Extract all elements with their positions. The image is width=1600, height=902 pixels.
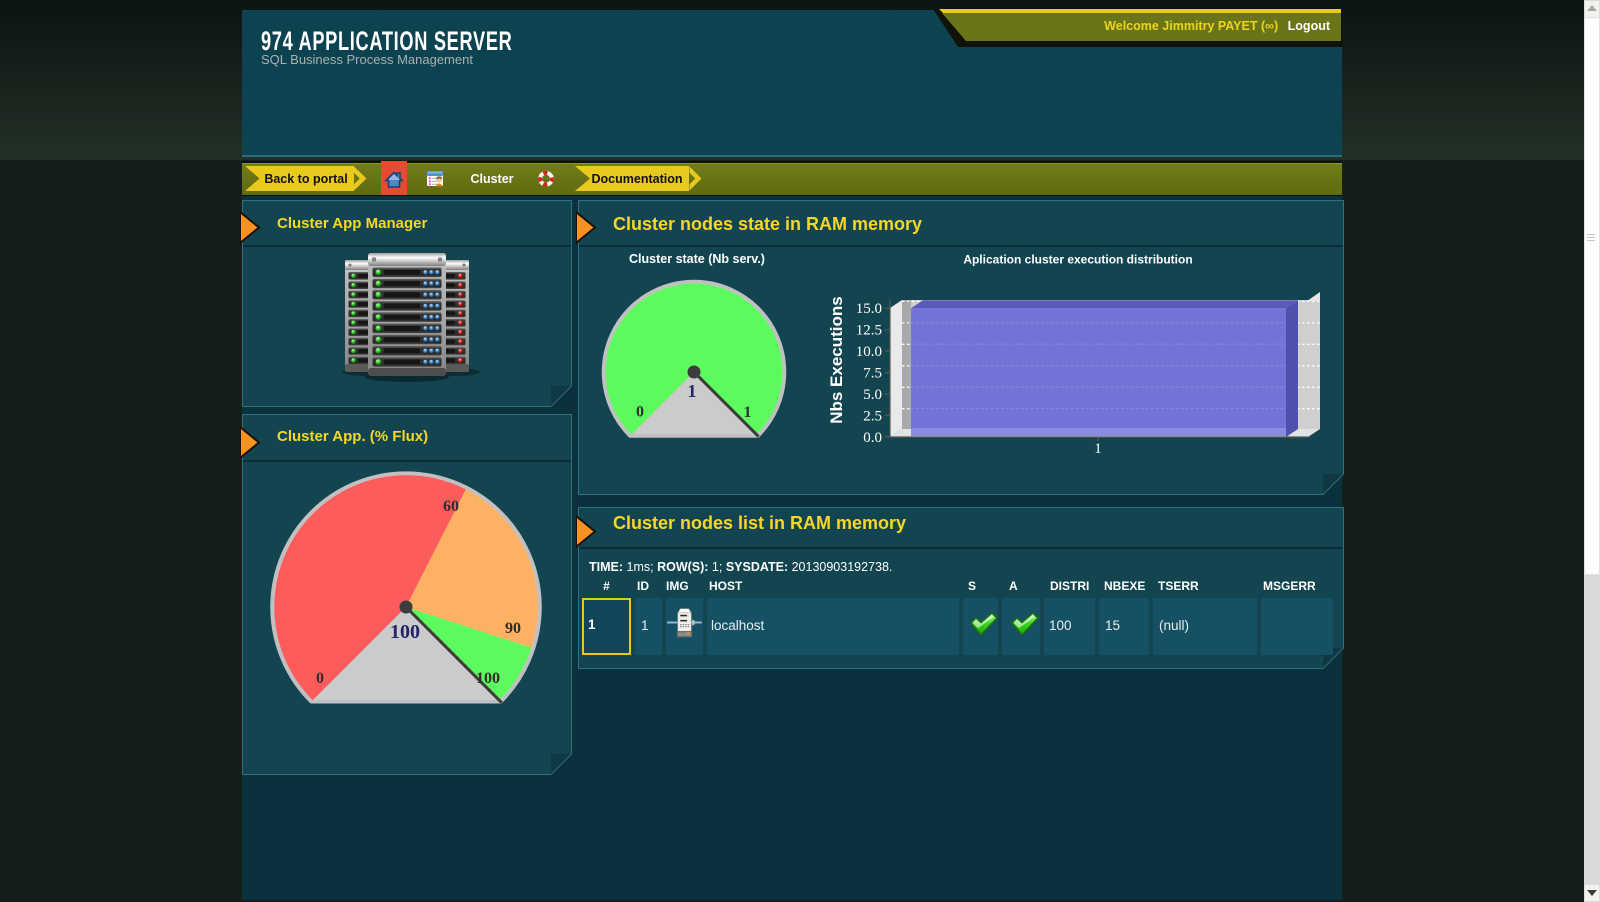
svg-text:1: 1 [1094, 441, 1102, 457]
svg-text:0: 0 [636, 404, 644, 421]
svg-text:0.0: 0.0 [863, 430, 882, 446]
svg-text:2.5: 2.5 [863, 409, 882, 425]
svg-text:100: 100 [390, 621, 420, 643]
svg-text:0: 0 [316, 670, 324, 687]
svg-text:10.0: 10.0 [856, 344, 882, 360]
svg-text:100: 100 [476, 670, 500, 687]
svg-text:7.5: 7.5 [863, 366, 882, 382]
svg-text:60: 60 [443, 498, 459, 515]
svg-text:1: 1 [744, 404, 752, 421]
svg-text:Cluster: Cluster [470, 172, 513, 186]
svg-text:12.5: 12.5 [856, 323, 882, 339]
svg-text:1: 1 [688, 381, 697, 401]
svg-text:15.0: 15.0 [856, 301, 882, 317]
svg-text:Aplication cluster execution d: Aplication cluster execution distributio… [963, 253, 1192, 267]
svg-text:Cluster state (Nb serv.): Cluster state (Nb serv.) [629, 252, 765, 266]
svg-text:Back to portal: Back to portal [264, 172, 347, 186]
svg-text:Nbs Executions: Nbs Executions [827, 296, 846, 424]
svg-text:5.0: 5.0 [863, 387, 882, 403]
svg-text:90: 90 [505, 620, 521, 637]
svg-text:Documentation: Documentation [592, 172, 683, 186]
